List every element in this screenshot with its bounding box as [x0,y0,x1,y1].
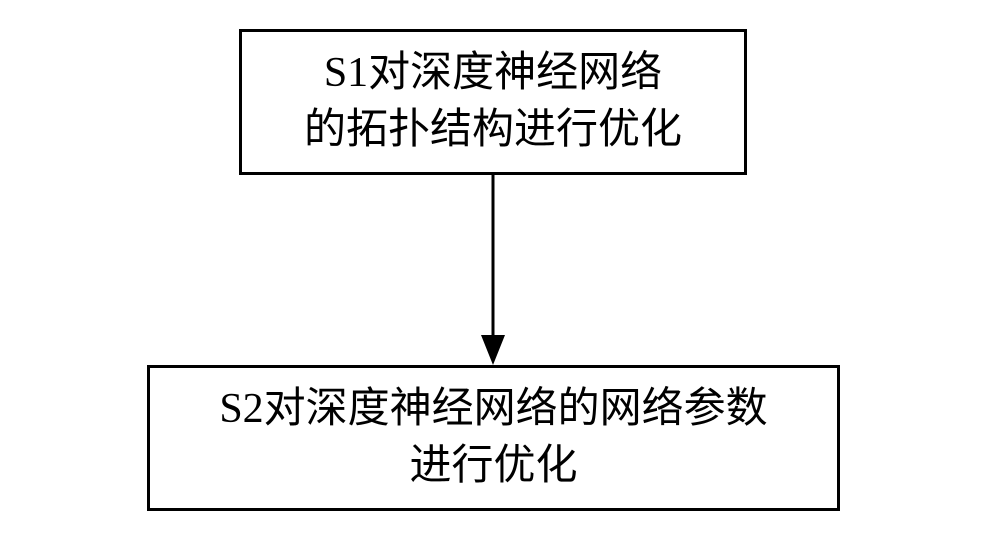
flow-node-s1: S1对深度神经网络的拓扑结构进行优化 [239,29,747,175]
flow-edge-e1 [469,175,517,365]
flow-node-label-line: S2对深度神经网络的网络参数 [219,381,767,438]
flow-node-label-line: 进行优化 [219,438,767,495]
flow-node-label-line: S1对深度神经网络 [304,45,682,102]
arrowhead-icon [481,335,505,365]
flow-node-label: S1对深度神经网络的拓扑结构进行优化 [304,45,682,158]
flowchart-canvas: S1对深度神经网络的拓扑结构进行优化 S2对深度神经网络的网络参数进行优化 [0,0,1000,551]
flow-node-s2: S2对深度神经网络的网络参数进行优化 [147,365,840,511]
flow-node-label: S2对深度神经网络的网络参数进行优化 [219,381,767,494]
flow-node-label-line: 的拓扑结构进行优化 [304,102,682,159]
